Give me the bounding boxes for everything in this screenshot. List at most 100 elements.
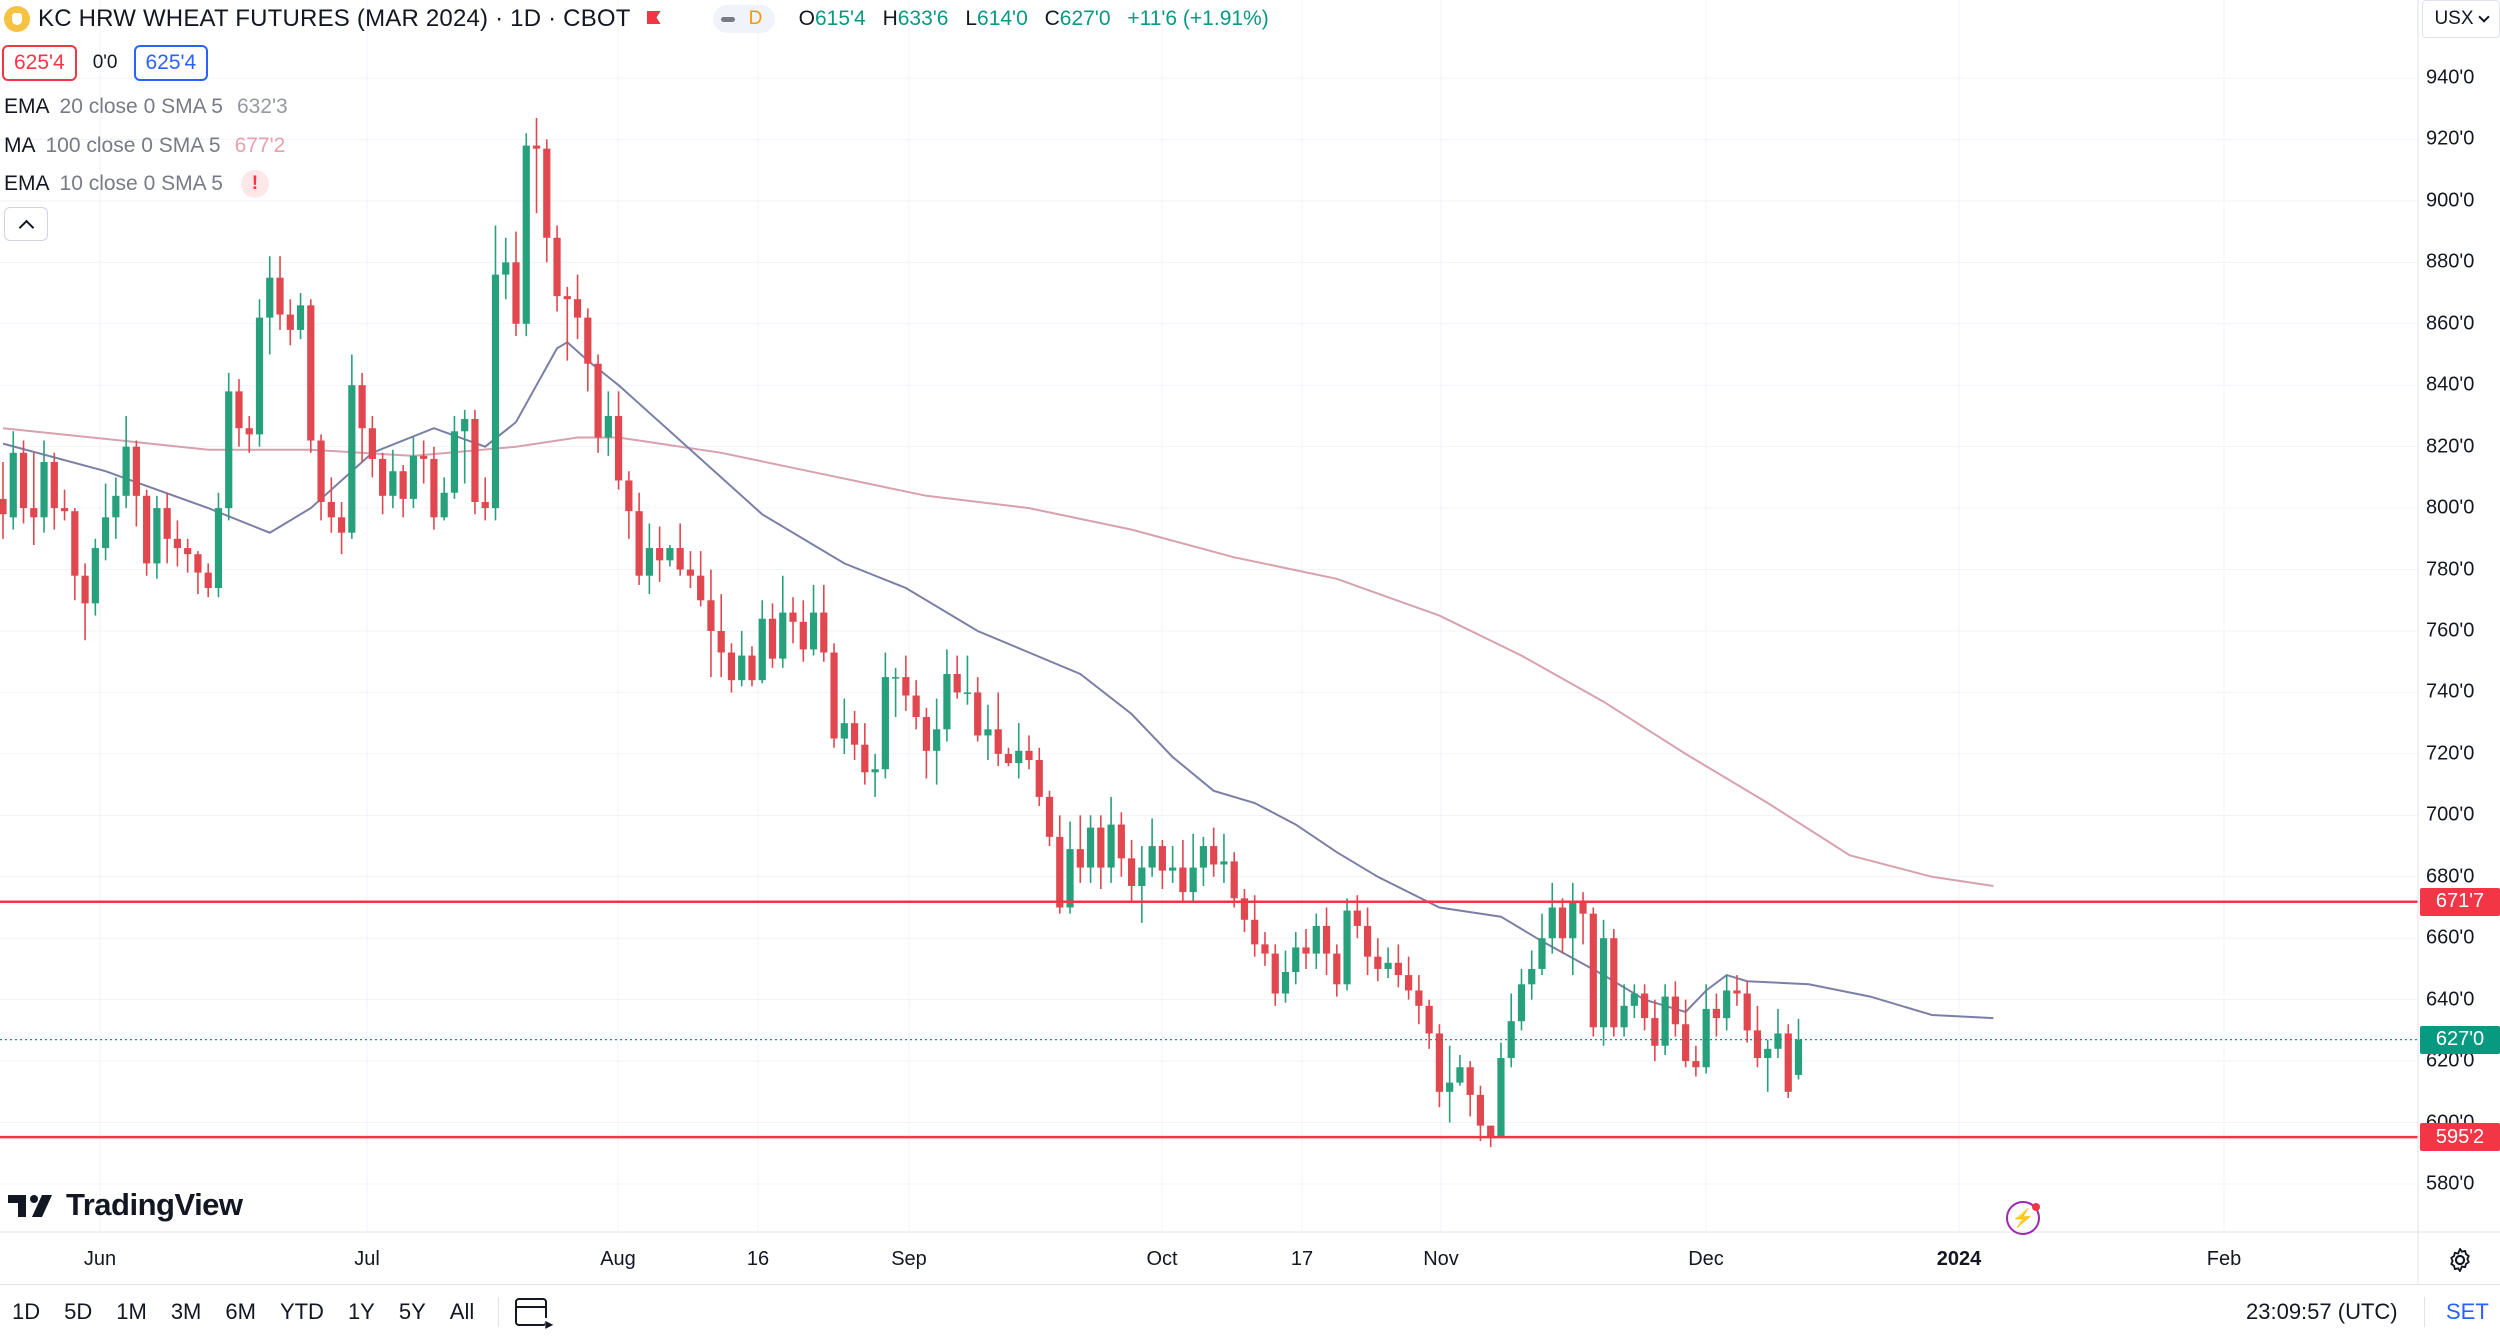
symbol-title[interactable]: KC HRW WHEAT FUTURES (MAR 2024) · 1D · C… xyxy=(38,5,631,32)
candle-down xyxy=(50,462,58,509)
calendar-goto-icon[interactable] xyxy=(515,1298,554,1332)
y-tick-label: 640'0 xyxy=(2426,988,2475,1011)
candle-up xyxy=(809,612,818,650)
period-5y[interactable]: 5Y xyxy=(398,1299,426,1324)
candle-up xyxy=(1599,938,1608,1028)
candle-up xyxy=(1189,867,1197,893)
candle-down xyxy=(861,744,869,773)
candle-down xyxy=(1487,1125,1495,1138)
currency-selector[interactable]: USX xyxy=(2422,0,2500,38)
x-tick-label: 17 xyxy=(1290,1248,1314,1270)
level-price-label[interactable]: 595'2 xyxy=(2420,1123,2500,1152)
candle-down xyxy=(768,618,777,659)
indicator-ema10[interactable]: EMA 10 close 0 SMA 5 ! xyxy=(4,169,269,199)
period-6m[interactable]: 6M xyxy=(225,1299,256,1324)
candle-up xyxy=(1066,849,1074,908)
flag-icon[interactable] xyxy=(645,9,663,29)
candle-down xyxy=(132,446,140,496)
candle-up xyxy=(9,452,17,518)
candle-down xyxy=(245,428,253,435)
period-1y[interactable]: 1Y xyxy=(347,1299,375,1324)
ohlc-low-key: L xyxy=(965,7,978,30)
indicator-ma100[interactable]: MA 100 close 0 SMA 5 677'2 xyxy=(4,131,285,161)
x-tick-label: 16 xyxy=(746,1248,770,1270)
candle-down xyxy=(19,452,28,509)
candle-down xyxy=(1743,993,1751,1031)
candle-down xyxy=(553,237,561,297)
candle-up xyxy=(112,495,120,518)
candle-down xyxy=(235,391,243,429)
candle-up xyxy=(1086,827,1095,868)
candle-down xyxy=(368,428,376,459)
candle-up xyxy=(214,508,223,588)
indicator-args: 10 close 0 SMA 5 xyxy=(59,172,223,195)
period-all[interactable]: All xyxy=(449,1299,475,1324)
tradingview-logo[interactable]: TradingView xyxy=(8,1185,243,1225)
candle-down xyxy=(1035,760,1043,797)
candle-down xyxy=(1158,846,1166,871)
y-tick-label: 760'0 xyxy=(2426,619,2475,642)
candle-up xyxy=(1281,972,1290,994)
period-3m[interactable]: 3M xyxy=(170,1299,202,1324)
buy-price-button[interactable]: 625'4 xyxy=(133,45,209,81)
candle-down xyxy=(1712,1008,1721,1019)
last-price-label: 627'0 xyxy=(2420,1025,2500,1054)
minus-icon xyxy=(720,16,735,22)
candle-down xyxy=(276,277,284,315)
candle-down xyxy=(543,148,551,238)
period-5d[interactable]: 5D xyxy=(64,1299,93,1324)
candle-down xyxy=(676,548,684,570)
candle-down xyxy=(1415,990,1423,1006)
indicator-ema20[interactable]: EMA 20 close 0 SMA 5 632'3 xyxy=(4,92,288,122)
candle-up xyxy=(461,419,469,432)
session-pill[interactable]: D xyxy=(712,5,775,33)
candlestick-series xyxy=(0,117,1803,1148)
period-1m[interactable]: 1M xyxy=(116,1299,147,1324)
candle-down xyxy=(481,501,489,509)
candle-down xyxy=(697,575,705,601)
candle-down xyxy=(573,299,582,318)
moving-average-lines xyxy=(2,340,1994,1020)
candle-down xyxy=(1374,956,1382,969)
session-button[interactable]: SET xyxy=(2446,1299,2489,1324)
candle-up xyxy=(1723,990,1731,1019)
candle-down xyxy=(1641,993,1649,1019)
x-tick-label: Jul xyxy=(354,1248,380,1270)
clock-display[interactable]: 23:09:57 (UTC) xyxy=(2246,1299,2398,1324)
toolbar-divider xyxy=(498,1297,500,1327)
warning-icon[interactable]: ! xyxy=(240,170,269,198)
candle-up xyxy=(225,391,233,509)
y-tick-label: 780'0 xyxy=(2426,558,2475,581)
ohlc-legend: O615'4 H633'6 L614'0 C627'0 +11'6 (+1.91… xyxy=(799,7,1280,31)
candle-up xyxy=(389,471,397,496)
collapse-legend-button[interactable] xyxy=(4,207,48,241)
period-1d[interactable]: 1D xyxy=(12,1299,41,1324)
candle-down xyxy=(1682,1024,1690,1062)
candle-down xyxy=(1692,1061,1700,1068)
candle-down xyxy=(1240,898,1249,920)
flash-icon[interactable]: ⚡ xyxy=(2006,1201,2040,1235)
candle-down xyxy=(1076,849,1084,868)
candle-down xyxy=(379,458,387,496)
candle-up xyxy=(1548,907,1556,939)
candle-down xyxy=(1558,907,1567,939)
candle-up xyxy=(1630,993,1638,1006)
ohlc-open-key: O xyxy=(798,7,815,30)
candle-down xyxy=(1056,836,1064,908)
symbol-logo-icon[interactable] xyxy=(4,6,30,32)
level-price-label[interactable]: 671'7 xyxy=(2420,887,2500,916)
sell-price-button[interactable]: 625'4 xyxy=(2,45,77,81)
candle-up xyxy=(91,548,99,604)
y-tick-label: 620'0 xyxy=(2426,1049,2475,1072)
candle-down xyxy=(953,674,961,693)
bottom-toolbar: 1D 5D 1M 3M 6M YTD 1Y 5Y All 23:09:57 (U… xyxy=(0,1284,2500,1339)
x-tick-label: Sep xyxy=(891,1248,927,1270)
indicator-name: EMA xyxy=(4,95,50,118)
candle-down xyxy=(1128,858,1136,886)
candle-down xyxy=(789,612,797,622)
candle-down xyxy=(512,262,520,324)
gear-icon[interactable] xyxy=(2446,1246,2474,1274)
period-ytd[interactable]: YTD xyxy=(279,1299,324,1324)
candle-up xyxy=(1517,984,1526,1022)
